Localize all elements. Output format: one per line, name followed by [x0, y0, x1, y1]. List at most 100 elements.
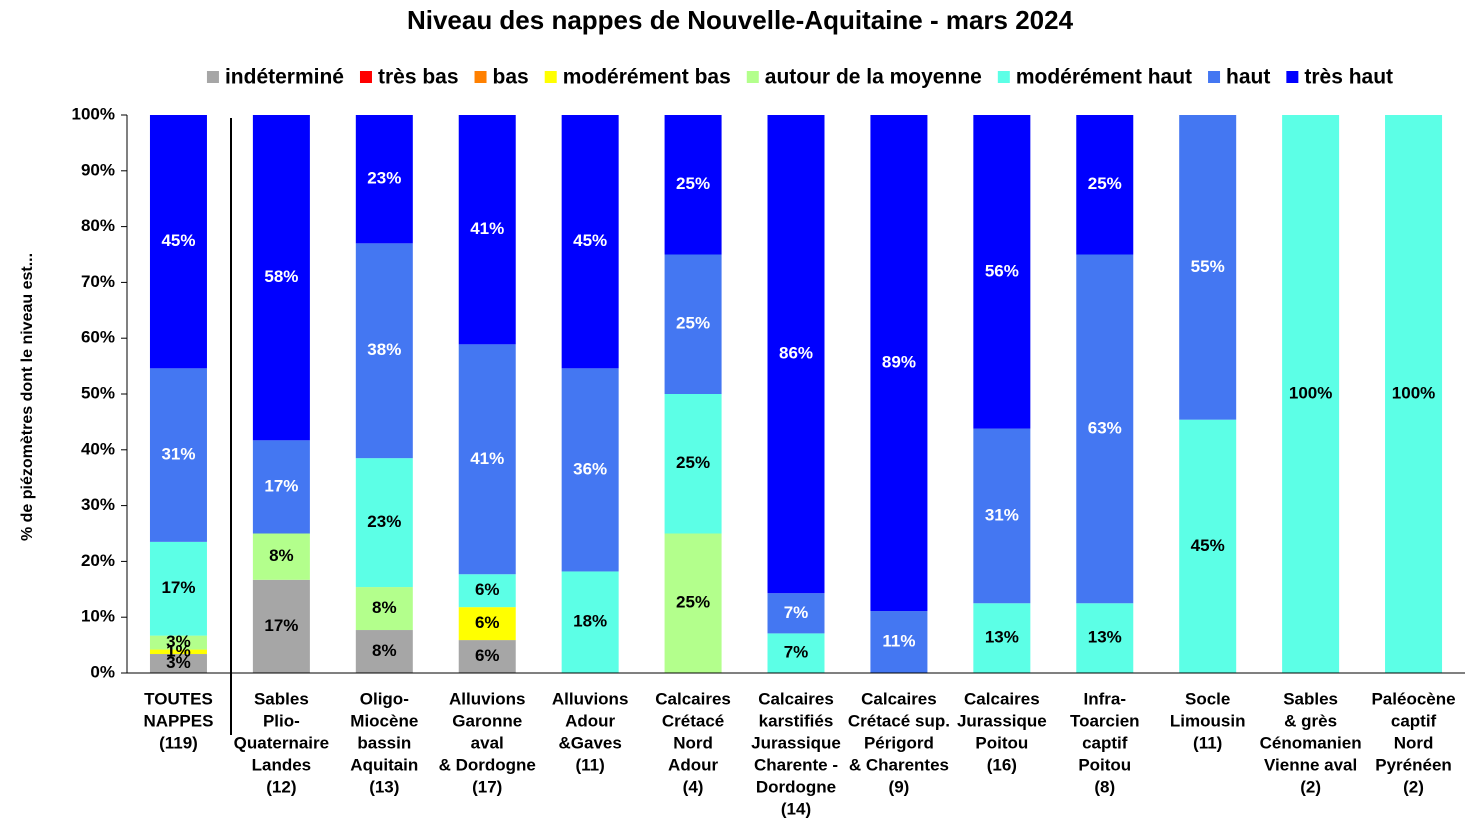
data-label: 17% [264, 616, 298, 635]
data-label: 6% [475, 613, 500, 632]
x-tick-label: Nord [673, 733, 713, 752]
bar-segment [458, 640, 516, 673]
y-tick-label: 60% [81, 328, 115, 347]
x-tick-label: (2) [1403, 777, 1424, 796]
bar-segment [252, 115, 310, 441]
x-tick-label: Poitou [1078, 755, 1131, 774]
bar-segment [767, 633, 825, 673]
x-tick-label: Adour [565, 711, 615, 730]
y-axis-title: % de piézomètres dont le niveau est... [19, 253, 36, 541]
x-tick-label: Vienne aval [1264, 755, 1357, 774]
legend-label: très haut [1304, 66, 1393, 89]
data-label: 45% [161, 231, 195, 250]
x-tick-label: Crétacé sup. [848, 711, 950, 730]
x-tick-label: Crétacé [662, 711, 724, 730]
bar-segment [252, 579, 310, 673]
data-label: 11% [882, 632, 915, 651]
legend-label: très bas [378, 66, 459, 89]
data-label: 31% [985, 505, 1019, 524]
data-label: 41% [470, 449, 504, 468]
data-label: 3% [166, 653, 191, 672]
bar-segment [458, 115, 516, 345]
bar-segment [973, 428, 1031, 604]
y-tick-label: 70% [81, 272, 115, 291]
data-label: 55% [1191, 257, 1225, 276]
bar-segment [355, 458, 413, 588]
x-tick-label: Landes [252, 755, 312, 774]
data-label: 1% [166, 641, 191, 660]
bar-segment [1179, 419, 1237, 673]
legend-swatch [746, 71, 759, 83]
x-tick-label: Plio- [263, 711, 300, 730]
legend-swatch [359, 71, 372, 83]
x-tick-label: Nord [1394, 733, 1434, 752]
bar-segment [561, 571, 619, 673]
x-tick-label: Calcaires [655, 689, 731, 708]
bar-segment [561, 368, 619, 572]
data-label: 8% [372, 598, 397, 617]
bar-segment [561, 115, 619, 369]
x-tick-label: Alluvions [552, 689, 629, 708]
data-label: 7% [784, 603, 809, 622]
x-tick-label: Toarcien [1070, 711, 1140, 730]
x-tick-label: (11) [576, 755, 605, 774]
data-label: 45% [573, 231, 607, 250]
legend-swatch [1286, 71, 1299, 83]
x-tick-label: captif [1082, 733, 1128, 752]
y-tick-label: 90% [81, 160, 115, 179]
data-label: 25% [676, 174, 710, 193]
x-tick-label: karstifiés [759, 711, 834, 730]
y-tick-label: 40% [81, 439, 115, 458]
bar-segment [149, 368, 207, 542]
x-tick-label: Jurassique [957, 711, 1047, 730]
y-tick-label: 30% [81, 495, 115, 514]
x-tick-label: Quaternaire [234, 733, 329, 752]
x-tick-label: Adour [668, 755, 718, 774]
x-tick-label: TOUTES [144, 689, 213, 708]
x-tick-label: Poitou [975, 733, 1028, 752]
x-tick-label: Pyrénéen [1375, 755, 1452, 774]
y-tick-label: 20% [81, 551, 115, 570]
legend-swatch [544, 71, 557, 83]
legend-swatch [997, 71, 1010, 83]
x-tick-label: Sables [1283, 689, 1338, 708]
bar-segment [973, 115, 1031, 429]
bar-segment [767, 115, 825, 594]
legend-label: bas [493, 66, 529, 89]
bar-segment [870, 611, 928, 673]
legend-label: autour de la moyenne [765, 66, 982, 89]
data-label: 45% [1191, 536, 1225, 555]
bar-segment [355, 630, 413, 673]
data-label: 56% [985, 261, 1019, 280]
x-tick-label: Miocène [350, 711, 418, 730]
x-tick-label: &Gaves [558, 733, 621, 752]
x-tick-label: Oligo- [360, 689, 409, 708]
y-tick-label: 0% [90, 662, 115, 681]
data-label: 13% [985, 628, 1019, 647]
data-label: 41% [470, 219, 504, 238]
x-tick-label: & grès [1284, 711, 1337, 730]
data-label: 100% [1289, 383, 1332, 402]
bar-segment [149, 649, 207, 655]
bar-segment [458, 607, 516, 641]
x-tick-label: Jurassique [751, 733, 841, 752]
x-tick-label: captif [1391, 711, 1437, 730]
data-label: 17% [161, 578, 195, 597]
x-tick-label: & Dordogne [439, 755, 536, 774]
x-tick-label: (12) [266, 777, 296, 796]
x-tick-label: Sables [254, 689, 309, 708]
data-label: 25% [1088, 174, 1122, 193]
bar-segment [149, 635, 207, 650]
y-tick-label: 50% [81, 383, 115, 402]
chart-title: Niveau des nappes de Nouvelle-Aquitaine … [407, 5, 1074, 35]
data-label: 6% [475, 580, 500, 599]
data-label: 89% [882, 353, 916, 372]
bar-segment [1076, 254, 1134, 604]
bar-segment [664, 533, 722, 673]
data-label: 58% [264, 267, 298, 286]
bar-segment [1179, 115, 1237, 420]
legend-swatch [206, 71, 219, 83]
legend-swatch [1208, 71, 1221, 83]
bar-segment [458, 344, 516, 575]
